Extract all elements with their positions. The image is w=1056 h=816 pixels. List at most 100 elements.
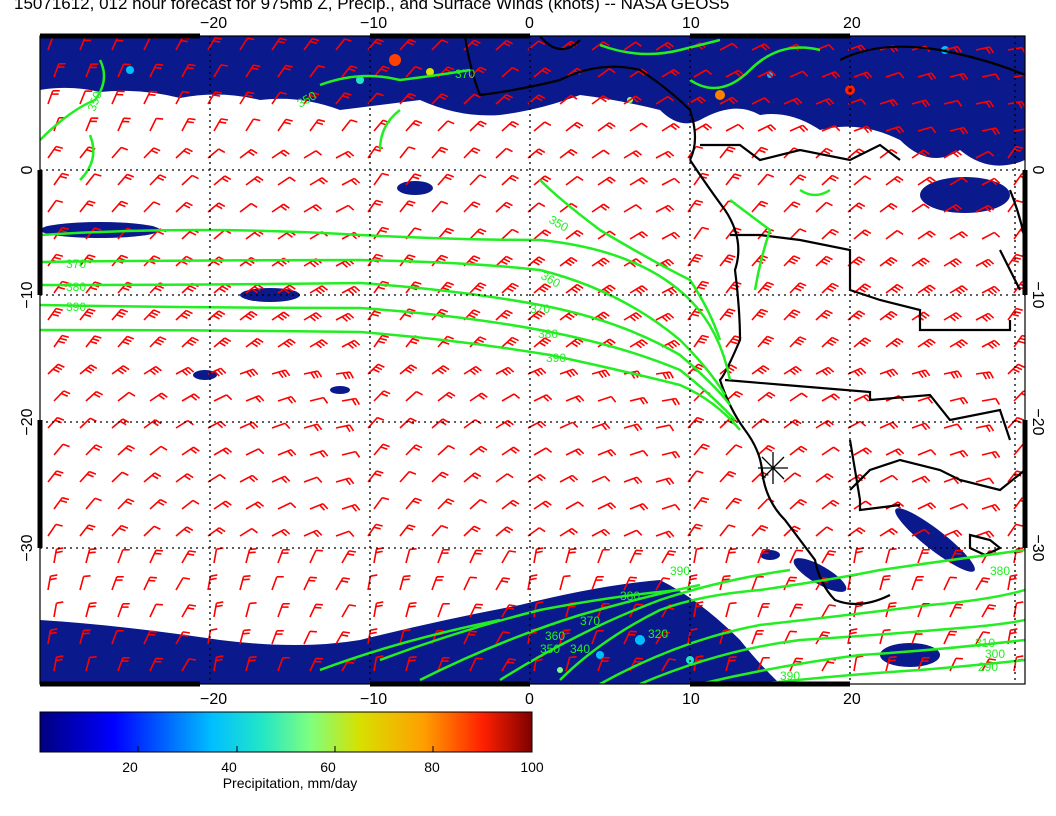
wind-barb [303,92,313,105]
wind-barb-feather [831,72,838,79]
wind-barb [597,502,611,510]
wind-barb [815,419,829,429]
wind-barb-feather [474,552,482,555]
wind-barb-feather [1010,628,1018,631]
wind-barb-feather [961,231,968,237]
wind-barb [79,471,90,483]
wind-barb [591,257,605,267]
wind-barb-feather [88,605,96,608]
wind-barb-feather [606,178,613,184]
wind-barb [853,175,866,186]
wind-barb-feather [441,524,449,529]
wind-barb-feather [503,312,511,317]
wind-barb-feather [896,337,904,343]
wind-barb [175,201,187,213]
wind-barb-feather [726,310,734,315]
wind-barb-feather [377,363,385,368]
wind-barb-feather [893,286,901,292]
wind-barb [981,397,996,402]
wind-barb [149,549,157,564]
wind-barb-feather [373,526,381,530]
wind-barb-feather [377,416,385,421]
wind-barb-feather [542,395,550,402]
wind-barb-feather [154,66,162,69]
wind-barb [399,39,410,51]
wind-barb [277,502,291,510]
wind-barb-feather [406,256,414,261]
wind-barb [847,576,852,591]
wind-barb-feather [882,578,890,581]
wind-barb-feather [439,473,447,479]
wind-barb-feather [541,339,549,345]
wind-barb-feather [985,425,991,433]
wind-barb [181,446,195,456]
wind-barb-feather [309,630,317,633]
wind-barb-feather [474,606,482,609]
wind-barb [911,576,918,591]
wind-barb-feather [315,342,322,349]
wind-barb-feather [511,174,519,180]
wind-barb [559,527,573,537]
wind-barb-feather [289,338,296,344]
wind-barb [757,445,769,456]
wind-barb [757,70,771,78]
wind-barb [565,175,578,186]
wind-barb-feather [768,391,776,397]
wind-barb-feather [833,446,840,452]
wind-barb-feather [927,73,933,81]
wind-barb-feather [188,604,197,607]
wind-barb-feather [446,173,455,178]
wind-barb [341,450,356,456]
wind-barb-feather [961,339,968,345]
wind-barb-feather [826,287,834,293]
wind-barb-feather [820,314,828,320]
wind-barb [175,473,188,483]
wind-barb-feather [897,501,905,508]
wind-barb [1013,173,1023,186]
wind-barb-feather [831,174,839,180]
wind-barb-feather [513,393,521,400]
wind-barb-feather [1009,577,1017,581]
wind-barb-feather [318,118,326,123]
wind-barb [533,394,547,402]
wind-barb [501,499,514,510]
wind-barb-feather [923,257,930,263]
wind-barb [341,397,356,402]
wind-barb-feather [258,395,265,402]
wind-barb [1013,227,1023,240]
wind-barb-feather [192,499,200,505]
wind-barb [405,444,417,456]
lat-tick-label: −30 [1029,534,1046,561]
wind-barb-feather [734,497,742,502]
wind-barb-feather [62,496,70,501]
wind-barb [1007,146,1017,159]
wind-barb-feather [696,547,704,550]
wind-barb-feather [926,178,933,184]
wind-barb [431,200,442,213]
wind-barb-feather [768,444,775,450]
wind-barb-feather [475,365,482,372]
wind-barb-feather [604,475,611,482]
wind-barb [117,549,124,564]
wind-barb-feather [473,93,481,98]
wind-barb [911,149,925,159]
wind-barb [719,146,730,159]
wind-barb-feather [641,231,648,237]
wind-barb [85,117,92,132]
wind-barb-feather [507,661,515,664]
wind-barb-feather [544,175,552,181]
wind-barb-feather [958,286,965,293]
wind-barb-feather [410,364,418,370]
wind-barb-feather [921,370,927,378]
wind-barb [335,477,350,483]
wind-barb-feather [610,396,617,403]
wind-barb-feather [184,368,192,375]
wind-barb-feather [287,397,293,404]
wind-barb-feather [309,40,318,45]
wind-barb-feather [512,120,519,126]
wind-barb [239,202,252,213]
wind-barb-feather [290,449,297,456]
wind-barb [47,470,58,483]
wind-barb [277,449,292,456]
wind-barb-feather [604,422,611,430]
